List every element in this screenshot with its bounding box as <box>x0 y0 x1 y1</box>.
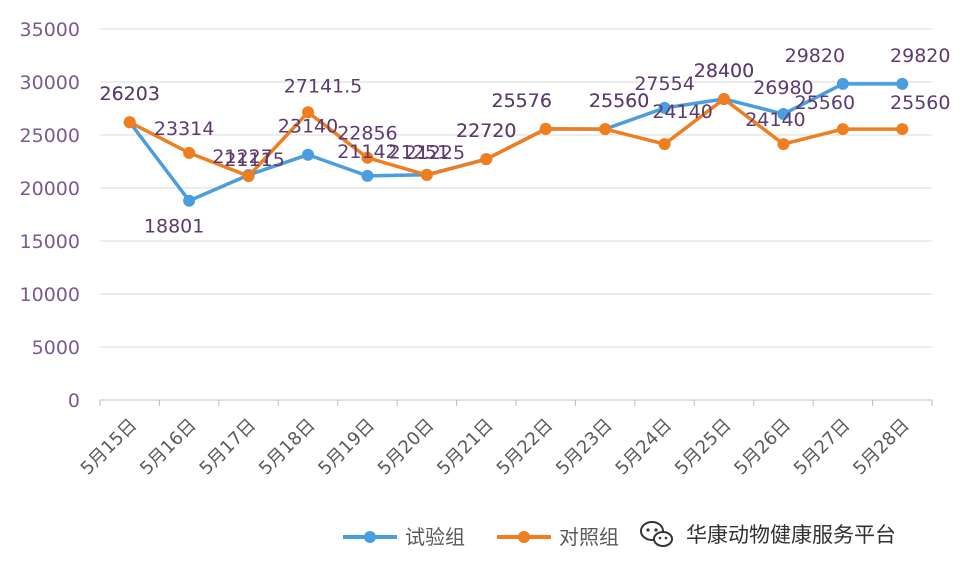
x-axis: 5月15日5月16日5月17日5月18日5月19日5月20日5月21日5月22日… <box>77 399 933 480</box>
data-label: 24140 <box>745 109 805 131</box>
x-tick-label: 5月24日 <box>612 415 677 480</box>
data-label: 22856 <box>337 123 397 145</box>
x-tick-label: 5月20日 <box>374 415 439 480</box>
data-label: 25560 <box>890 92 950 114</box>
data-point[interactable] <box>183 194 196 207</box>
data-label: 21251 <box>389 142 449 164</box>
data-point[interactable] <box>896 123 909 136</box>
data-point[interactable] <box>777 108 790 121</box>
data-point[interactable] <box>836 77 849 90</box>
data-point[interactable] <box>777 138 790 151</box>
data-point[interactable] <box>658 138 671 151</box>
series-2 <box>123 92 909 183</box>
data-label: 21115 <box>224 149 284 171</box>
legend-swatch-marker <box>518 531 530 543</box>
data-point[interactable] <box>896 77 909 90</box>
legend-item-series-1[interactable]: 试验组 <box>343 525 465 549</box>
x-tick-label: 5月16日 <box>136 415 201 480</box>
series-line <box>128 97 903 178</box>
data-label: 23314 <box>154 118 214 140</box>
x-tick-label: 5月21日 <box>433 415 498 480</box>
legend-label: 对照组 <box>559 525 619 549</box>
data-point[interactable] <box>539 122 552 135</box>
data-label: 22720 <box>456 120 516 142</box>
data-label: 21142 <box>337 141 397 163</box>
data-label: 21227 <box>212 146 272 168</box>
y-tick-label: 15000 <box>20 231 80 253</box>
y-tick-label: 10000 <box>20 284 80 306</box>
legend: 试验组 对照组 <box>343 525 619 549</box>
data-label: 26203 <box>99 83 159 105</box>
x-tick-label: 5月25日 <box>671 415 736 480</box>
data-label: 28400 <box>694 60 754 82</box>
series-layer <box>123 77 909 207</box>
x-tick-label: 5月28日 <box>849 415 914 480</box>
data-label: 23140 <box>278 116 338 138</box>
data-point[interactable] <box>302 106 314 119</box>
y-tick-label: 25000 <box>20 125 80 147</box>
gridlines <box>100 28 932 348</box>
data-label: 28400 <box>694 60 754 82</box>
data-point[interactable] <box>183 146 196 159</box>
data-point[interactable] <box>480 153 493 166</box>
data-point[interactable] <box>361 169 374 182</box>
data-label: 26203 <box>99 83 159 105</box>
wechat-icon <box>640 521 673 547</box>
data-point[interactable] <box>599 123 612 136</box>
data-label: 29820 <box>890 45 950 67</box>
data-point[interactable] <box>718 92 730 105</box>
y-axis: 0 5000 10000 15000 20000 25000 30000 35000 <box>20 19 80 412</box>
data-point[interactable] <box>658 101 671 114</box>
legend-label: 试验组 <box>405 525 465 549</box>
x-tick-label: 5月15日 <box>77 415 142 480</box>
data-label: 22720 <box>456 120 516 142</box>
data-label: 26980 <box>753 77 813 99</box>
data-label: 27554 <box>634 73 694 95</box>
y-tick-label: 35000 <box>20 19 80 41</box>
y-tick-label: 20000 <box>20 178 80 200</box>
data-label: 25576 <box>491 90 551 112</box>
y-tick-label: 0 <box>68 390 80 412</box>
data-point[interactable] <box>836 123 849 136</box>
x-tick-label: 5月19日 <box>314 415 379 480</box>
legend-item-series-2[interactable]: 对照组 <box>497 525 619 549</box>
x-tick-label: 5月22日 <box>493 415 558 480</box>
data-label: 25560 <box>795 92 855 114</box>
x-tick-label: 5月17日 <box>196 415 261 480</box>
data-point[interactable] <box>420 169 433 182</box>
data-label: 25560 <box>589 90 649 112</box>
data-label: 27141.5 <box>284 75 363 97</box>
data-label: 29820 <box>785 45 845 67</box>
legend-swatch-marker <box>364 531 376 543</box>
watermark: 华康动物健康服务平台 <box>640 521 896 547</box>
x-tick-label: 5月23日 <box>552 415 617 480</box>
x-tick-label: 5月18日 <box>255 415 320 480</box>
data-point[interactable] <box>361 151 374 164</box>
data-point[interactable] <box>242 170 255 183</box>
data-label: 21225 <box>405 142 465 164</box>
data-label: 18801 <box>144 216 204 238</box>
x-tick-label: 5月26日 <box>730 415 795 480</box>
data-label: 25560 <box>589 90 649 112</box>
data-label: 25576 <box>491 90 551 112</box>
x-tick-label: 5月27日 <box>790 415 855 480</box>
watermark-text: 华康动物健康服务平台 <box>686 523 896 547</box>
y-tick-label: 5000 <box>32 337 80 359</box>
data-point[interactable] <box>302 148 314 161</box>
y-tick-label: 30000 <box>20 72 80 94</box>
data-label: 24140 <box>652 101 712 123</box>
data-point[interactable] <box>123 116 136 129</box>
